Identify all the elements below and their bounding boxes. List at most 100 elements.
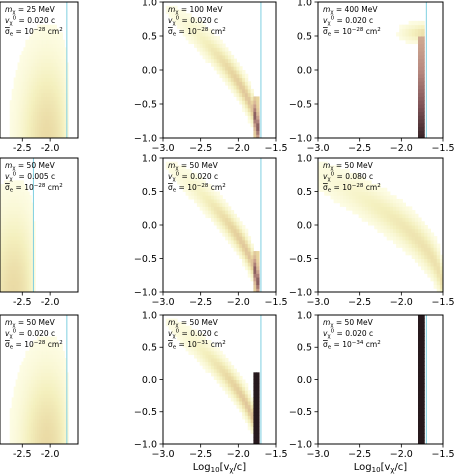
heat-cell — [191, 180, 195, 185]
heat-cell — [393, 232, 397, 237]
heat-cell — [242, 100, 246, 105]
heat-cell — [62, 77, 65, 82]
heat-cell — [19, 393, 22, 398]
heat-cell — [56, 85, 59, 90]
heat-cell — [256, 440, 260, 445]
heat-cell — [247, 262, 252, 267]
heat-cell — [60, 126, 63, 131]
heat-cell — [52, 408, 56, 413]
heat-cell — [242, 107, 246, 113]
heat-cell — [66, 85, 69, 90]
heat-cell — [377, 187, 381, 192]
heat-cell — [52, 393, 56, 398]
heat-cell — [35, 119, 38, 124]
heat-cell — [64, 379, 67, 384]
heat-cell — [358, 210, 363, 215]
heat-cell — [225, 386, 229, 391]
heat-cell — [66, 62, 69, 67]
heat-cell — [23, 379, 26, 384]
heat-cell — [346, 172, 350, 178]
heat-cell — [324, 169, 328, 174]
heat-cell — [227, 81, 232, 86]
heat-cell — [421, 96, 425, 101]
heat-cell — [7, 210, 11, 215]
heat-cell — [48, 365, 52, 370]
heat-cell — [239, 225, 243, 230]
heat-cell — [7, 184, 11, 189]
heat-cell — [33, 393, 36, 398]
heat-cell — [216, 350, 220, 355]
heat-cell — [44, 372, 48, 377]
heat-cell — [389, 217, 394, 222]
heat-cell — [56, 43, 59, 48]
heat-cell — [349, 176, 353, 181]
heat-cell — [54, 77, 58, 82]
heat-cell — [42, 379, 46, 384]
heat-cell — [213, 62, 218, 67]
heat-cell — [352, 210, 356, 215]
heat-cell — [211, 43, 215, 48]
heat-cell — [44, 361, 48, 366]
heat-cell — [33, 236, 36, 241]
heat-cell — [50, 81, 54, 86]
heat-cell — [62, 130, 65, 135]
heat-cell — [230, 210, 235, 215]
heat-cell — [62, 43, 65, 48]
heat-cell — [31, 258, 34, 263]
y-tick-label: 0.5 — [142, 187, 157, 198]
heat-cell — [227, 375, 232, 380]
heat-cell — [239, 243, 243, 248]
heat-cell — [380, 210, 385, 215]
heat-cell — [13, 390, 17, 395]
heat-cell — [421, 28, 425, 33]
heat-cell — [196, 32, 201, 37]
heat-cell — [29, 265, 32, 271]
heat-cell — [17, 243, 20, 248]
heat-cell — [211, 368, 215, 373]
heat-cell — [433, 243, 438, 248]
heat-cell — [256, 397, 260, 402]
heat-cell — [349, 198, 353, 204]
heat-cell — [3, 247, 7, 252]
heat-cell — [40, 39, 44, 45]
heat-cell — [199, 198, 204, 204]
heat-cell — [182, 9, 187, 14]
heat-cell — [25, 39, 28, 45]
heat-cell — [3, 213, 7, 219]
heat-cell — [44, 397, 48, 402]
heat-cell — [230, 372, 235, 377]
heat-cell — [17, 115, 20, 120]
heat-cell — [11, 111, 15, 116]
heat-cell — [418, 111, 422, 116]
heat-cell — [33, 247, 36, 252]
heat-cell — [25, 115, 28, 120]
heat-cell — [421, 254, 425, 259]
heat-cell — [211, 358, 215, 363]
heat-cell — [213, 368, 218, 373]
heat-cell — [46, 354, 50, 359]
heat-cell — [40, 386, 44, 391]
heat-cell — [21, 390, 24, 395]
heat-cell — [208, 340, 212, 345]
heat-cell — [50, 122, 54, 128]
heat-cell — [383, 213, 388, 219]
heat-cell — [9, 251, 13, 256]
heat-cell — [179, 336, 184, 341]
y-tick-label: −1.0 — [134, 287, 157, 298]
heat-cell — [318, 169, 322, 174]
heat-cell — [222, 221, 226, 226]
heat-cell — [50, 408, 54, 413]
heat-cell — [31, 202, 34, 207]
heat-cell — [424, 236, 428, 241]
heat-cell — [427, 228, 431, 233]
heat-cell — [33, 81, 36, 86]
x-tick-label: −3.0 — [151, 449, 174, 460]
heat-cell — [0, 288, 3, 293]
heat-cell — [13, 88, 17, 94]
heat-cell — [421, 401, 425, 406]
heat-cell — [50, 440, 54, 445]
heat-cell — [17, 247, 20, 252]
heat-cell — [3, 195, 7, 200]
heat-cell — [35, 422, 38, 427]
heat-cell — [333, 191, 338, 196]
